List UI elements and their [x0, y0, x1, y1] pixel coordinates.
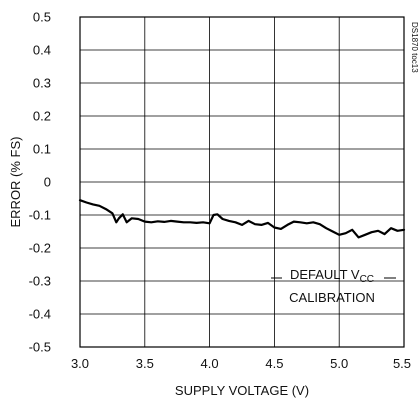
x-tick-labels: 3.0 3.5 4.0 4.5 5.0 5.5 — [71, 356, 411, 371]
annotation-default-vcc-calibration: DEFAULT VCC CALIBRATION — [271, 267, 396, 305]
y-tick-label: 0 — [44, 175, 51, 190]
y-tick-label: -0.5 — [29, 340, 51, 355]
y-tick-label: -0.2 — [29, 241, 51, 256]
x-axis-label: SUPPLY VOLTAGE (V) — [175, 383, 309, 398]
x-tick-label: 5.0 — [330, 356, 348, 371]
y-tick-label: -0.4 — [29, 307, 51, 322]
annotation-line-1-subscript: CC — [360, 274, 374, 285]
y-tick-label: -0.3 — [29, 274, 51, 289]
y-tick-label: 0.3 — [33, 76, 51, 91]
plot-frame — [79, 16, 405, 348]
y-tick-label: 0.5 — [33, 10, 51, 25]
annotation-line-2: CALIBRATION — [289, 290, 375, 305]
y-tick-label: 0.2 — [33, 109, 51, 124]
x-tick-label: 4.5 — [265, 356, 283, 371]
series-line — [78, 199, 406, 239]
y-tick-labels: 0.5 0.4 0.3 0.2 0.1 0 -0.1 -0.2 -0.3 -0.4 -0.5 — [29, 10, 51, 355]
y-axis-label: ERROR (% FS) — [8, 137, 23, 228]
x-tick-label: 3.0 — [71, 356, 89, 371]
annotation-line-1: DEFAULT VCC — [290, 267, 374, 285]
x-tick-label: 3.5 — [136, 356, 154, 371]
y-tick-label: 0.4 — [33, 43, 51, 58]
figure-id-label: DS1870 toc13 — [410, 22, 419, 73]
x-tick-label: 4.0 — [201, 356, 219, 371]
annotation-line-1-text: DEFAULT V — [290, 267, 360, 282]
y-tick-label: 0.1 — [33, 142, 51, 157]
x-tick-label: 5.5 — [393, 356, 411, 371]
y-tick-label: -0.1 — [29, 208, 51, 223]
